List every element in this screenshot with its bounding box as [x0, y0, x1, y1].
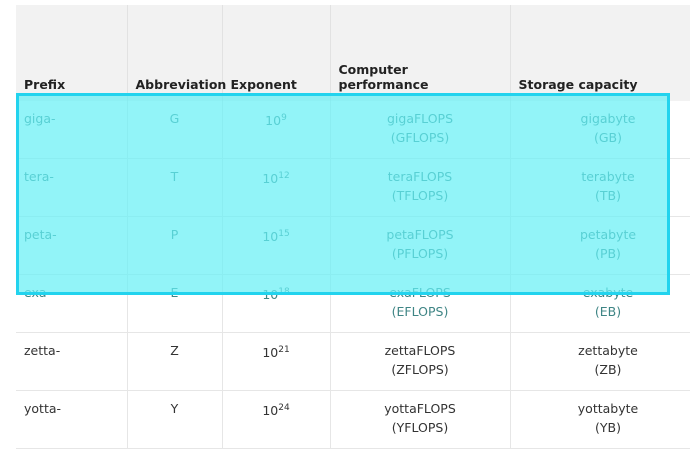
performance-cell: teraFLOPS(TFLOPS): [330, 159, 510, 217]
performance-abbr: (GFLOPS): [339, 128, 502, 147]
table-row: exa- E 1018 exaFLOPS(EFLOPS) exabyte(EB): [16, 275, 690, 333]
abbreviation: Y: [171, 401, 179, 416]
abbreviation-cell: P: [127, 217, 222, 275]
storage-unit: terabyte: [519, 167, 690, 186]
storage-unit: exabyte: [519, 283, 690, 302]
table-row: tera- T 1012 teraFLOPS(TFLOPS) terabyte(…: [16, 159, 690, 217]
prefix: yotta-: [24, 401, 61, 416]
abbreviation: T: [171, 169, 179, 184]
performance-unit: exaFLOPS: [339, 283, 502, 302]
exponent-cell: 1024: [222, 391, 330, 449]
storage-unit: yottabyte: [519, 399, 690, 418]
exponent-base: 10: [262, 229, 278, 244]
abbreviation-cell: Y: [127, 391, 222, 449]
prefix-cell: peta-: [16, 217, 127, 275]
prefix: zetta-: [24, 343, 60, 358]
prefix-cell: yotta-: [16, 391, 127, 449]
exponent-cell: 1012: [222, 159, 330, 217]
exponent-power: 15: [278, 229, 289, 239]
exponent-power: 12: [278, 171, 289, 181]
abbreviation-cell: E: [127, 275, 222, 333]
exponent-base: 10: [265, 113, 281, 128]
prefix: tera-: [24, 169, 54, 184]
performance-unit: zettaFLOPS: [339, 341, 502, 360]
exponent-power: 18: [278, 287, 289, 297]
exponent-base: 10: [262, 171, 278, 186]
abbreviation: E: [171, 285, 179, 300]
performance-cell: gigaFLOPS(GFLOPS): [330, 101, 510, 159]
prefix: exa-: [24, 285, 51, 300]
prefix-table: Prefix Abbreviation Exponent Computer pe…: [16, 5, 690, 449]
exponent-base: 10: [262, 287, 278, 302]
storage-unit: petabyte: [519, 225, 690, 244]
performance-abbr: (EFLOPS): [339, 302, 502, 321]
performance-cell: zettaFLOPS(ZFLOPS): [330, 333, 510, 391]
table-row: yotta- Y 1024 yottaFLOPS(YFLOPS) yottaby…: [16, 391, 690, 449]
performance-unit: teraFLOPS: [339, 167, 502, 186]
prefix-table-container: Prefix Abbreviation Exponent Computer pe…: [16, 5, 690, 449]
table-row: giga- G 109 gigaFLOPS(GFLOPS) gigabyte(G…: [16, 101, 690, 159]
exponent-cell: 1021: [222, 333, 330, 391]
header-prefix: Prefix: [16, 5, 127, 101]
performance-unit: petaFLOPS: [339, 225, 502, 244]
prefix: giga-: [24, 111, 56, 126]
exponent-cell: 109: [222, 101, 330, 159]
table-row: zetta- Z 1021 zettaFLOPS(ZFLOPS) zettaby…: [16, 333, 690, 391]
header-storage-capacity: Storage capacity: [510, 5, 690, 101]
performance-cell: yottaFLOPS(YFLOPS): [330, 391, 510, 449]
storage-abbr: (YB): [519, 418, 690, 437]
prefix-cell: zetta-: [16, 333, 127, 391]
abbreviation-cell: G: [127, 101, 222, 159]
abbreviation-cell: Z: [127, 333, 222, 391]
performance-abbr: (PFLOPS): [339, 244, 502, 263]
performance-cell: exaFLOPS(EFLOPS): [330, 275, 510, 333]
header-computer-performance: Computer performance: [330, 5, 510, 101]
abbreviation: P: [171, 227, 179, 242]
header-abbreviation: Abbreviation: [127, 5, 222, 101]
storage-abbr: (TB): [519, 186, 690, 205]
prefix-cell: exa-: [16, 275, 127, 333]
storage-abbr: (PB): [519, 244, 690, 263]
performance-abbr: (ZFLOPS): [339, 360, 502, 379]
exponent-base: 10: [262, 345, 278, 360]
table-row: peta- P 1015 petaFLOPS(PFLOPS) petabyte(…: [16, 217, 690, 275]
exponent-power: 24: [278, 403, 289, 413]
exponent-cell: 1015: [222, 217, 330, 275]
exponent-cell: 1018: [222, 275, 330, 333]
prefix-cell: tera-: [16, 159, 127, 217]
performance-abbr: (YFLOPS): [339, 418, 502, 437]
storage-cell: petabyte(PB): [510, 217, 690, 275]
performance-unit: gigaFLOPS: [339, 109, 502, 128]
performance-abbr: (TFLOPS): [339, 186, 502, 205]
exponent-power: 9: [281, 113, 287, 123]
storage-abbr: (GB): [519, 128, 690, 147]
storage-unit: gigabyte: [519, 109, 690, 128]
storage-cell: terabyte(TB): [510, 159, 690, 217]
exponent-base: 10: [262, 403, 278, 418]
prefix: peta-: [24, 227, 57, 242]
abbreviation: G: [170, 111, 180, 126]
storage-cell: exabyte(EB): [510, 275, 690, 333]
storage-unit: zettabyte: [519, 341, 690, 360]
storage-abbr: (ZB): [519, 360, 690, 379]
header-exponent: Exponent: [222, 5, 330, 101]
storage-cell: zettabyte(ZB): [510, 333, 690, 391]
exponent-power: 21: [278, 345, 289, 355]
storage-abbr: (EB): [519, 302, 690, 321]
performance-unit: yottaFLOPS: [339, 399, 502, 418]
abbreviation: Z: [170, 343, 179, 358]
storage-cell: yottabyte(YB): [510, 391, 690, 449]
performance-cell: petaFLOPS(PFLOPS): [330, 217, 510, 275]
abbreviation-cell: T: [127, 159, 222, 217]
storage-cell: gigabyte(GB): [510, 101, 690, 159]
prefix-cell: giga-: [16, 101, 127, 159]
header-row: Prefix Abbreviation Exponent Computer pe…: [16, 5, 690, 101]
